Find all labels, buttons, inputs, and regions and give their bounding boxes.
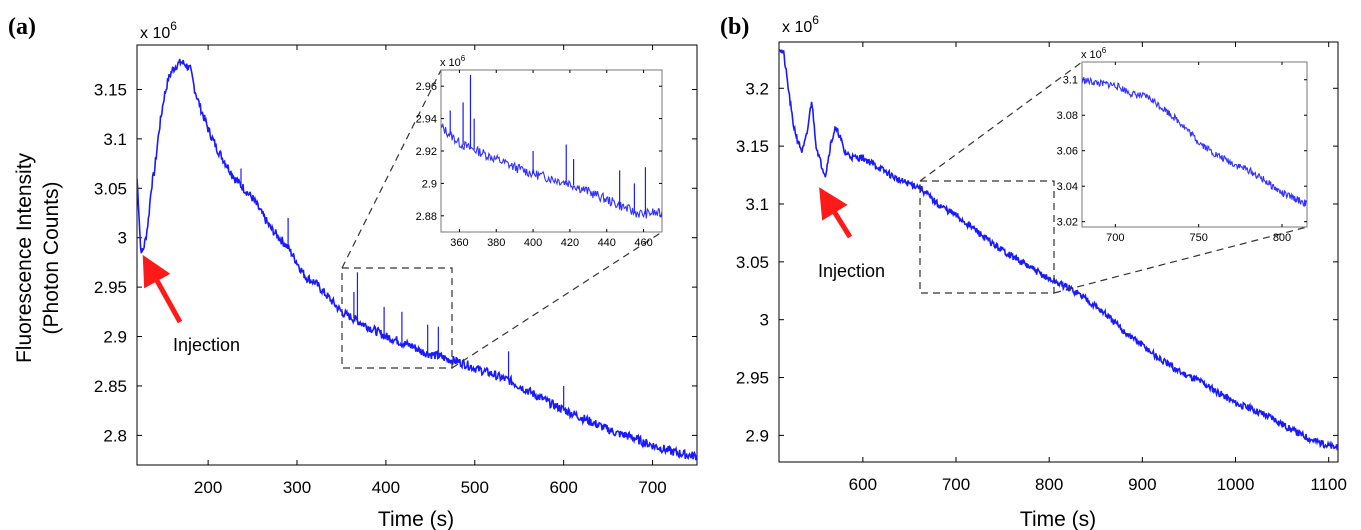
x-tick-label: 200 — [194, 478, 222, 497]
y-tick-label: 3 — [118, 229, 127, 248]
y-tick-label: 2.94 — [416, 114, 437, 126]
x-tick-label: 500 — [461, 478, 489, 497]
panel-b-x-ticks: 600 700 800 900 1000 1100 — [849, 42, 1347, 494]
x-tick-label: 750 — [1189, 232, 1207, 244]
panel-a-x-ticks: 200 300 400 500 600 700 — [194, 45, 667, 497]
y-tick-label: 3.02 — [1057, 217, 1078, 229]
y-tick-label: 2.88 — [416, 211, 437, 223]
panel-b-label: (b) — [720, 14, 749, 40]
y-tick-label: 3.15 — [736, 137, 769, 156]
panel-a-y-multiplier: x 106 — [140, 19, 177, 42]
panel-b-zoom-connector-top — [919, 61, 1083, 182]
panel-b-inset-frame — [1081, 61, 1308, 228]
panel-a-zoom-box — [341, 267, 453, 369]
panel-b-inset-series-line — [1082, 76, 1307, 208]
y-tick-label: 3.15 — [94, 80, 127, 99]
x-tick-label: 600 — [549, 478, 577, 497]
panel-b-inset: x 106 3.02 3.04 3.06 3.08 3.1 700 750 800 — [1057, 46, 1308, 244]
panel-a-label: (a) — [8, 14, 36, 40]
x-tick-label: 420 — [561, 237, 579, 249]
panel-b-x-axis-title: Time (s) — [1020, 508, 1096, 530]
x-tick-label: 400 — [524, 237, 542, 249]
panel-a-injection-label: Injection — [173, 335, 240, 355]
y-tick-label: 3.08 — [1057, 110, 1078, 122]
panel-b-injection-label: Injection — [818, 261, 885, 281]
panel-a-y-axis-title-line1: Fluorescence Intensity — [13, 152, 36, 363]
y-tick-label: 2.96 — [416, 81, 437, 93]
x-tick-label: 700 — [942, 475, 970, 494]
y-tick-label: 2.9 — [422, 178, 437, 190]
x-tick-label: 700 — [1106, 232, 1124, 244]
y-tick-label: 3.06 — [1057, 146, 1078, 158]
x-tick-label: 360 — [450, 237, 468, 249]
x-tick-label: 300 — [283, 478, 311, 497]
panel-b-zoom-connector-bottom — [1053, 226, 1308, 294]
y-tick-label: 2.9 — [745, 426, 769, 445]
y-tick-label: 3.04 — [1057, 181, 1078, 193]
panel-a: (a) x 106 2.8 2.85 2.9 2.95 3 3.05 3.1 3.15 200… — [8, 14, 698, 530]
panel-b-inset-x-ticks: 700 750 800 — [1106, 62, 1291, 244]
panel-b-inset-y-ticks: 3.02 3.04 3.06 3.08 3.1 — [1057, 75, 1307, 229]
x-tick-label: 600 — [849, 475, 877, 494]
panel-b-injection-arrow — [819, 187, 853, 239]
panel-a-inset-series-line — [441, 122, 662, 219]
panel-a-spikes — [240, 168, 565, 410]
x-tick-label: 400 — [372, 478, 400, 497]
x-tick-label: 440 — [598, 237, 616, 249]
panel-b-y-multiplier: x 106 — [782, 13, 819, 36]
panel-a-inset-spikes — [449, 74, 647, 214]
panel-a-y-ticks: 2.8 2.85 2.9 2.95 3 3.05 3.1 3.15 — [94, 80, 697, 445]
x-tick-label: 800 — [1273, 232, 1291, 244]
x-tick-label: 900 — [1128, 475, 1156, 494]
panel-a-inset: x 106 2.88 2.9 2.92 2.94 2.96 360 380 400 420 44… — [416, 54, 663, 249]
y-tick-label: 3.05 — [94, 179, 127, 198]
y-tick-label: 3.2 — [745, 79, 769, 98]
panel-b-plot-frame — [778, 41, 1339, 463]
y-tick-label: 3.1 — [1063, 75, 1078, 87]
y-tick-label: 2.92 — [416, 146, 437, 158]
panel-a-inset-y-ticks: 2.88 2.9 2.92 2.94 2.96 — [416, 81, 662, 223]
x-tick-label: 1100 — [1310, 475, 1347, 494]
panel-a-zoom-connector-bottom — [451, 231, 663, 369]
x-tick-label: 1000 — [1217, 475, 1255, 494]
y-tick-label: 2.8 — [103, 426, 127, 445]
x-tick-label: 460 — [634, 237, 652, 249]
panel-b: (b) x 106 2.9 2.95 3 3.05 3.1 3.15 3.2 600 700 8… — [720, 13, 1347, 530]
y-tick-label: 3.1 — [103, 130, 127, 149]
panel-a-plot-frame — [136, 44, 698, 466]
panel-b-zoom-box — [919, 180, 1055, 294]
x-tick-label: 380 — [487, 237, 505, 249]
y-tick-label: 3.1 — [745, 195, 769, 214]
x-tick-label: 700 — [638, 478, 666, 497]
y-tick-label: 2.95 — [736, 369, 769, 388]
panel-a-y-axis-title-line2: (Photon Counts) — [40, 182, 63, 335]
y-tick-label: 3.05 — [736, 253, 769, 272]
panel-a-zoom-connector-top — [341, 69, 442, 269]
panel-b-inset-y-multiplier: x 106 — [1081, 46, 1107, 61]
panel-a-injection-arrow — [142, 254, 183, 324]
panel-b-series-line — [779, 48, 1338, 451]
y-tick-label: 2.85 — [94, 377, 127, 396]
panel-a-inset-y-multiplier: x 106 — [440, 54, 466, 69]
y-tick-label: 3 — [760, 311, 769, 330]
y-tick-label: 2.9 — [103, 328, 127, 347]
x-tick-label: 800 — [1035, 475, 1063, 494]
panel-a-x-axis-title: Time (s) — [378, 508, 454, 530]
panel-a-inset-x-ticks: 360 380 400 420 440 460 — [450, 70, 653, 249]
panel-b-y-ticks: 2.9 2.95 3 3.05 3.1 3.15 3.2 — [736, 79, 1338, 445]
panel-a-series-line — [137, 58, 697, 461]
y-tick-label: 2.95 — [94, 278, 127, 297]
